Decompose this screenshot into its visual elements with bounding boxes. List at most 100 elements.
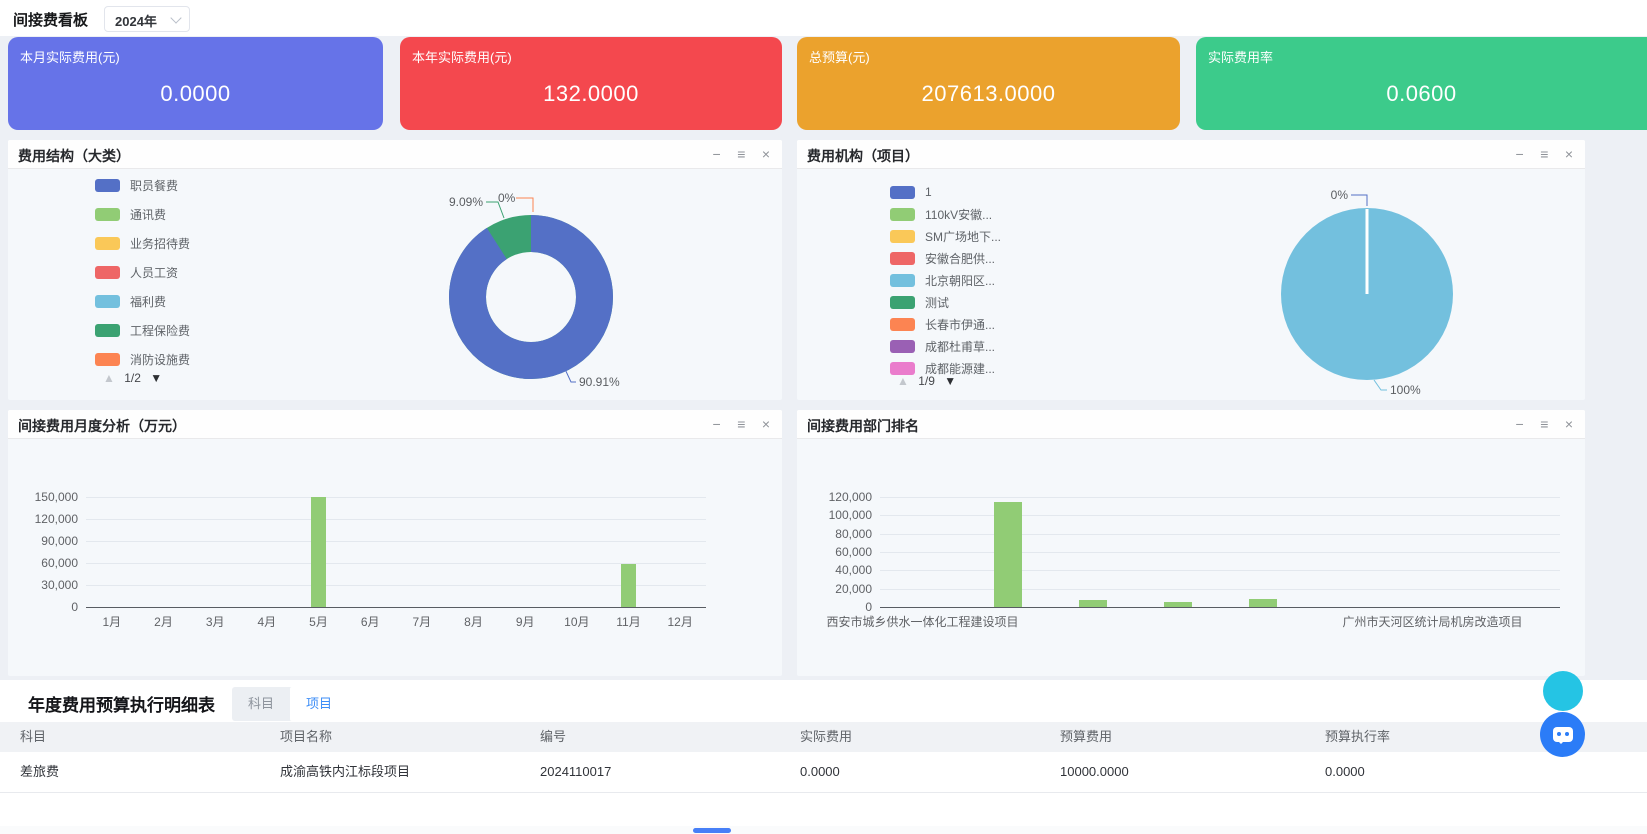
bar[interactable] [993, 501, 1022, 607]
legend-page-down-icon[interactable]: ▼ [944, 374, 957, 388]
legend-item[interactable]: 110kV安徽... [890, 204, 992, 224]
y-axis-tick-label: 120,000 [34, 512, 78, 526]
legend-label: 北京朝阳区... [925, 273, 996, 288]
pie-label: 0% [498, 191, 516, 205]
gridline [880, 533, 1560, 535]
legend-page-up-icon[interactable]: ▲ [897, 374, 909, 388]
gridline [880, 570, 1560, 572]
leader-line [1351, 194, 1368, 206]
leader-line [486, 201, 505, 219]
table-tabs: 科目 项目 [232, 687, 348, 721]
close-icon[interactable]: × [1564, 416, 1573, 432]
scrollbar-thumb[interactable] [693, 828, 731, 833]
panel-header: 费用机构（项目） − ≡ × [797, 140, 1585, 169]
leader-line [1373, 379, 1387, 391]
legend-page-indicator: 1/9 [918, 374, 935, 388]
x-axis-label: 6月 [360, 615, 380, 629]
gridline [86, 541, 706, 542]
bar[interactable] [1163, 601, 1192, 607]
menu-icon[interactable]: ≡ [1540, 146, 1549, 162]
budget-detail-section: 年度费用预算执行明细表 科目 项目 科目 项目名称 编号 实际费用 预算费用 预算执行率 … [0, 680, 1647, 834]
y-axis-tick-label: 0 [865, 600, 872, 614]
table-cell: 成渝高铁内江标段项目 [280, 764, 411, 779]
leader-line [516, 197, 534, 212]
minimize-icon[interactable]: − [712, 146, 721, 162]
legend-item[interactable]: 职员餐费 [95, 175, 178, 195]
table-row[interactable]: 差旅费 成渝高铁内江标段项目 2024110017 0.0000 10000.0000 0… [0, 752, 1647, 793]
kpi-value: 132.0000 [543, 81, 639, 106]
kpi-label: 本年实际费用(元) [412, 50, 512, 65]
bar[interactable] [1078, 600, 1107, 607]
legend-page-down-icon[interactable]: ▼ [150, 371, 163, 385]
year-selector[interactable]: 2024年 [104, 6, 190, 32]
legend-item[interactable]: 人员工资 [95, 262, 178, 282]
legend-item[interactable]: 安徽合肥供... [890, 248, 995, 268]
table-cell: 0.0000 [1325, 764, 1365, 779]
y-axis-tick-label: 100,000 [828, 508, 872, 523]
panel-title: 费用结构（大类） [18, 148, 130, 164]
x-axis-label: 2月 [154, 615, 173, 629]
close-icon[interactable]: × [761, 416, 770, 432]
x-axis-label: 广州市天河区统计局机房改造项目 [1342, 615, 1523, 629]
customer-service-button[interactable] [1543, 671, 1583, 711]
legend-label: SM广场地下... [925, 229, 1002, 244]
legend-item[interactable]: 业务招待费 [95, 233, 190, 253]
pie-chart: 0% 100% [1281, 188, 1453, 397]
table-column-header: 预算执行率 [1325, 729, 1391, 744]
donut-slice-staff-meal[interactable] [449, 215, 613, 379]
legend-label: 成都能源建... [925, 361, 996, 376]
close-icon[interactable]: × [761, 146, 770, 162]
legend-swatch [95, 265, 120, 279]
chat-button[interactable] [1540, 712, 1585, 757]
leader-line [556, 351, 576, 383]
legend-item[interactable]: 成都杜甫草... [890, 336, 995, 356]
panel-dept-ranking: 间接费用部门排名 − ≡ × 0 20,000 40,000 60,000 80,000… [797, 410, 1585, 676]
minimize-icon[interactable]: − [1515, 416, 1524, 432]
legend-label: 消防设施费 [130, 352, 191, 367]
gridline [880, 588, 1560, 590]
x-axis-label: 11月 [616, 615, 641, 629]
minimize-icon[interactable]: − [712, 416, 721, 432]
table-header-row: 科目 项目名称 编号 实际费用 预算费用 预算执行率 [0, 722, 1647, 752]
legend-item[interactable]: 工程保险费 [95, 320, 190, 340]
legend-label: 业务招待费 [130, 236, 191, 251]
legend-item[interactable]: 测试 [890, 292, 949, 312]
legend-item[interactable]: 长春市伊通... [890, 314, 995, 334]
tab-subject[interactable]: 科目 [247, 696, 274, 711]
x-axis-label: 8月 [464, 615, 483, 629]
minimize-icon[interactable]: − [1515, 146, 1524, 162]
horizontal-scrollbar[interactable] [0, 826, 1647, 834]
legend-swatch [890, 361, 915, 375]
bar[interactable] [1248, 598, 1277, 607]
panel-controls: − ≡ × [701, 140, 770, 168]
gridline [86, 497, 706, 498]
menu-icon[interactable]: ≡ [1540, 416, 1549, 432]
legend-item[interactable]: 北京朝阳区... [890, 270, 995, 290]
panel-title: 间接费用部门排名 [807, 418, 919, 434]
x-axis-line [880, 607, 1560, 608]
x-axis-label: 西安市城乡供水一体化工程建设项目 [826, 615, 1019, 629]
menu-icon[interactable]: ≡ [737, 416, 746, 432]
legend-label: 通讯费 [130, 207, 167, 222]
legend-item[interactable]: 通讯费 [95, 204, 166, 224]
close-icon[interactable]: × [1564, 146, 1573, 162]
legend-item[interactable]: SM广场地下... [890, 226, 1001, 246]
legend-item[interactable]: 福利费 [95, 291, 166, 311]
bar[interactable] [621, 564, 636, 607]
legend-item[interactable]: 消防设施费 [95, 349, 190, 369]
legend-item[interactable]: 1 [890, 182, 932, 202]
panel-controls: − ≡ × [1504, 140, 1573, 168]
table-column-header: 预算费用 [1060, 729, 1113, 744]
tab-project[interactable]: 项目 [290, 687, 348, 721]
legend-swatch [95, 178, 120, 192]
gridline [86, 563, 706, 564]
legend-item[interactable]: 成都能源建... [890, 358, 995, 378]
table-body: 差旅费 成渝高铁内江标段项目 2024110017 0.0000 10000.0000 0… [0, 752, 1647, 793]
legend-page-up-icon[interactable]: ▲ [103, 371, 115, 385]
y-axis-tick-label: 120,000 [828, 490, 872, 504]
menu-icon[interactable]: ≡ [737, 146, 746, 162]
legend-label: 1 [925, 185, 932, 199]
bar[interactable] [311, 497, 326, 607]
legend-swatch [95, 294, 120, 308]
